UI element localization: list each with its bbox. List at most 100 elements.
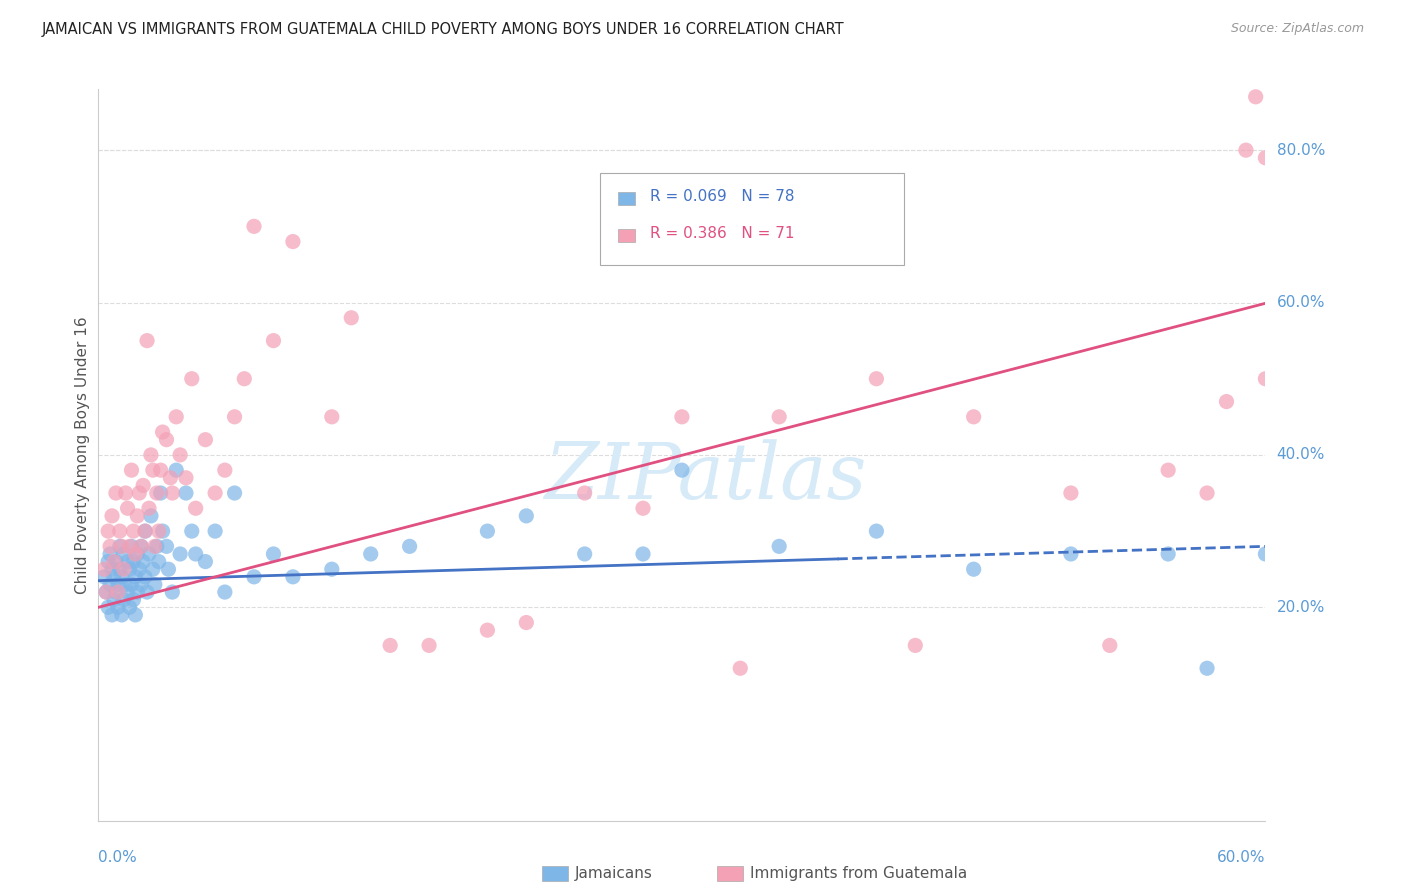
Point xyxy=(1195,661,1218,675)
Point xyxy=(360,547,382,561)
Point xyxy=(1157,463,1180,477)
Point xyxy=(243,219,266,234)
Point xyxy=(128,562,150,576)
Point xyxy=(1254,547,1277,561)
Point xyxy=(165,409,187,424)
Point xyxy=(117,585,139,599)
Point xyxy=(162,486,184,500)
Text: 40.0%: 40.0% xyxy=(1277,448,1324,462)
Point xyxy=(111,570,134,584)
Point xyxy=(103,570,125,584)
Point xyxy=(224,409,246,424)
Text: Immigrants from Guatemala: Immigrants from Guatemala xyxy=(749,866,967,880)
Point xyxy=(180,524,202,538)
Point xyxy=(159,471,181,485)
FancyBboxPatch shape xyxy=(600,173,904,265)
Point xyxy=(1250,67,1272,81)
Text: JAMAICAN VS IMMIGRANTS FROM GUATEMALA CHILD POVERTY AMONG BOYS UNDER 16 CORRELAT: JAMAICAN VS IMMIGRANTS FROM GUATEMALA CH… xyxy=(42,22,845,37)
Point xyxy=(1060,547,1083,561)
Point xyxy=(114,577,136,591)
Point xyxy=(204,524,226,538)
Point xyxy=(1060,486,1083,500)
Point xyxy=(515,508,537,523)
Point xyxy=(162,585,184,599)
Point xyxy=(631,547,654,561)
Point xyxy=(574,486,596,500)
Point xyxy=(122,592,145,607)
Point xyxy=(118,600,141,615)
FancyBboxPatch shape xyxy=(617,193,634,205)
Point xyxy=(117,555,139,569)
Point xyxy=(631,501,654,516)
Point xyxy=(136,585,159,599)
Point xyxy=(139,508,162,523)
Point xyxy=(127,547,149,561)
Point xyxy=(157,562,180,576)
Point xyxy=(118,562,141,576)
Point xyxy=(174,471,197,485)
Point xyxy=(117,501,139,516)
Point xyxy=(114,486,136,500)
Text: 20.0%: 20.0% xyxy=(1277,599,1324,615)
Point xyxy=(134,524,156,538)
Point xyxy=(1254,372,1277,386)
Point xyxy=(671,409,693,424)
Point xyxy=(97,600,120,615)
Point xyxy=(96,585,118,599)
Point xyxy=(124,547,146,561)
Y-axis label: Child Poverty Among Boys Under 16: Child Poverty Among Boys Under 16 xyxy=(75,316,90,594)
Point xyxy=(128,486,150,500)
Point xyxy=(97,524,120,538)
Point xyxy=(104,555,127,569)
Point xyxy=(321,409,343,424)
Point xyxy=(93,570,115,584)
Point xyxy=(139,448,162,462)
Point xyxy=(121,577,143,591)
Point xyxy=(146,486,169,500)
Point xyxy=(122,555,145,569)
Point xyxy=(96,585,118,599)
Point xyxy=(124,570,146,584)
Text: Source: ZipAtlas.com: Source: ZipAtlas.com xyxy=(1230,22,1364,36)
Point xyxy=(165,463,187,477)
Point xyxy=(169,448,191,462)
Point xyxy=(93,562,115,576)
Point xyxy=(124,607,146,622)
Point xyxy=(127,508,149,523)
Point xyxy=(398,539,420,553)
Point xyxy=(138,547,160,561)
Point xyxy=(112,547,135,561)
Point xyxy=(112,592,135,607)
Point xyxy=(98,577,121,591)
Point xyxy=(378,639,402,653)
Point xyxy=(134,524,156,538)
Text: 60.0%: 60.0% xyxy=(1277,295,1324,310)
Point xyxy=(143,539,166,553)
Point xyxy=(233,372,256,386)
FancyBboxPatch shape xyxy=(617,229,634,242)
Point xyxy=(132,555,155,569)
Point xyxy=(152,425,174,439)
Point xyxy=(1215,394,1237,409)
Point xyxy=(1244,90,1267,104)
Point xyxy=(103,592,125,607)
Point xyxy=(104,486,127,500)
Point xyxy=(340,310,363,325)
Text: 60.0%: 60.0% xyxy=(1218,850,1265,865)
Point xyxy=(865,372,887,386)
Point xyxy=(962,409,984,424)
Point xyxy=(111,539,134,553)
Point xyxy=(180,372,202,386)
Point xyxy=(98,539,121,553)
Point xyxy=(136,334,159,348)
Point xyxy=(148,555,170,569)
Point xyxy=(768,409,790,424)
Point xyxy=(194,433,217,447)
Point xyxy=(224,486,246,500)
Point xyxy=(865,524,887,538)
Point xyxy=(515,615,537,630)
Point xyxy=(108,524,131,538)
Point xyxy=(262,547,284,561)
Point xyxy=(129,539,152,553)
Point xyxy=(1098,639,1121,653)
